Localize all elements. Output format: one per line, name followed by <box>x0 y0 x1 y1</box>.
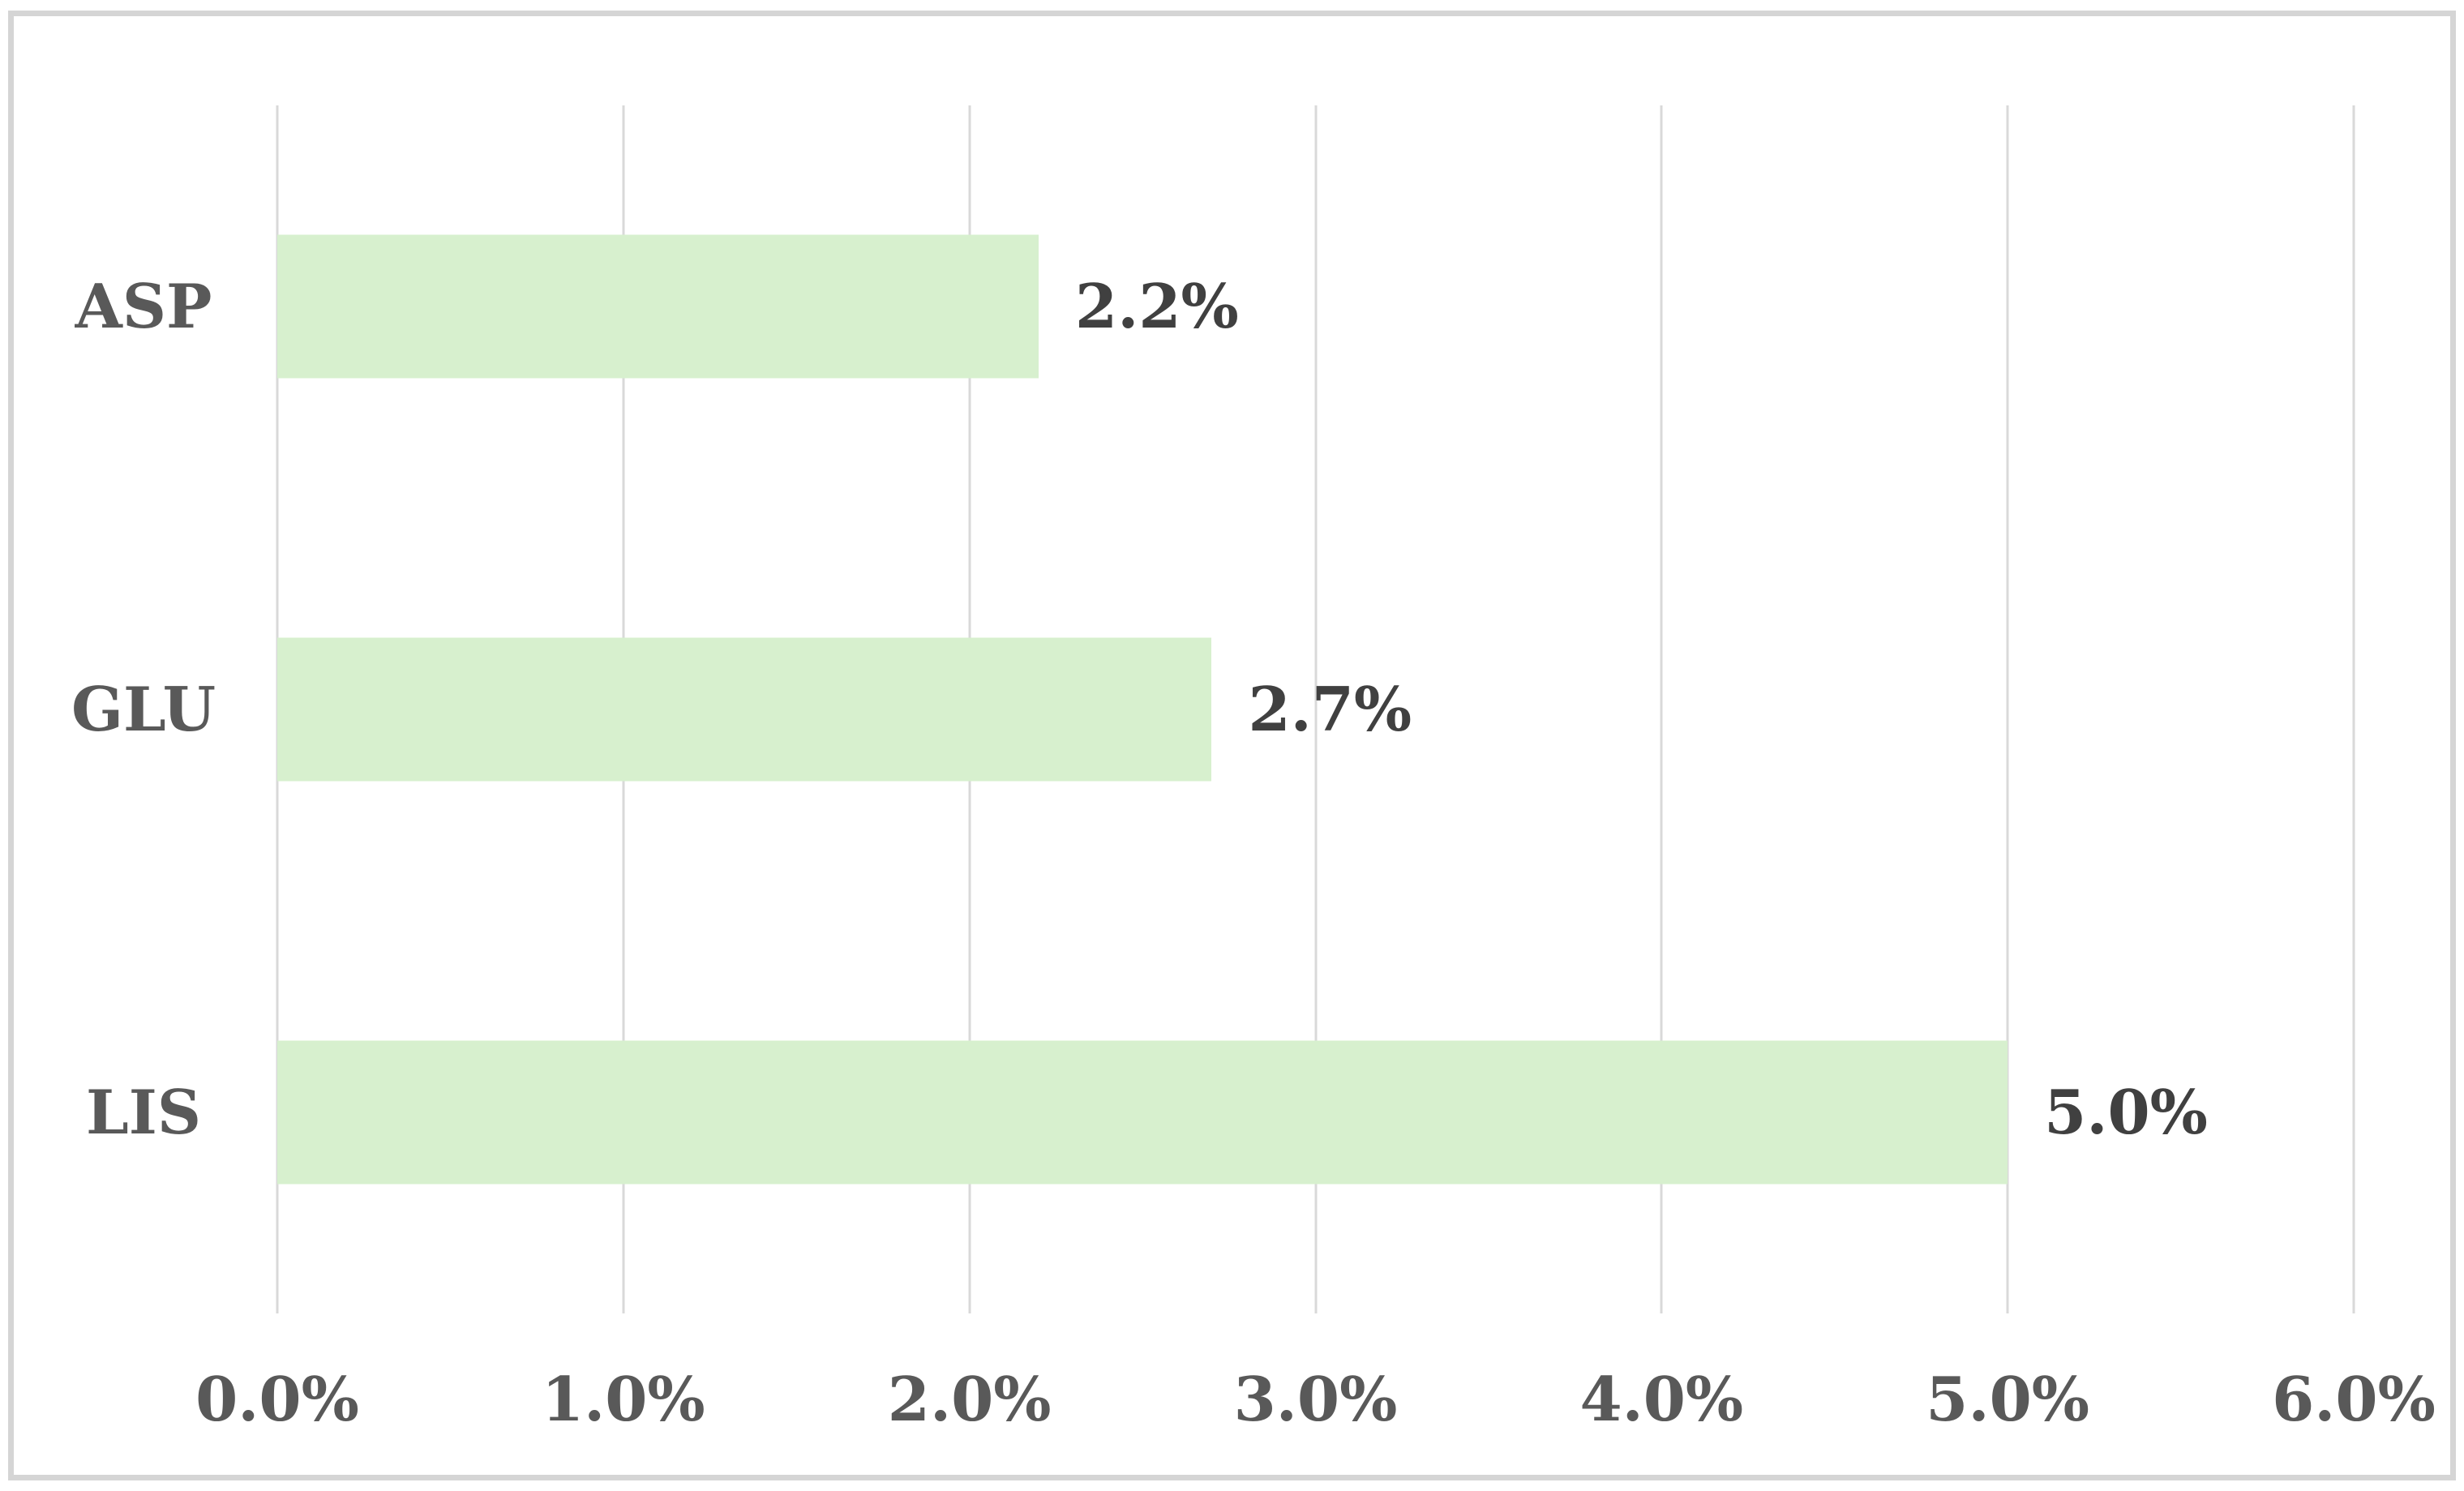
chart-frame: 0.0% 1.0% 2.0% 3.0% 4.0% 5.0% 6.0% ASP 2.2% GLU 2.… <box>8 11 2456 1480</box>
plot-area: 0.0% 1.0% 2.0% 3.0% 4.0% 5.0% 6.0% ASP 2.2% GLU 2.… <box>71 105 2436 1435</box>
x-tick-label: 6.0% <box>2272 1364 2436 1435</box>
category-label: GLU <box>71 673 216 745</box>
data-label: 2.7% <box>1248 673 1412 745</box>
gridline <box>1314 105 1317 1313</box>
category-label: LIS <box>86 1076 201 1148</box>
x-tick-label: 2.0% <box>887 1364 1052 1435</box>
x-tick-label: 4.0% <box>1579 1364 1744 1435</box>
x-tick-label: 1.0% <box>541 1364 705 1435</box>
gridline <box>2352 105 2355 1313</box>
x-tick-label: 0.0% <box>195 1364 359 1435</box>
bar-row: GLU 2.7% <box>71 508 2354 911</box>
bar <box>277 1040 2008 1185</box>
bar-row: ASP 2.2% <box>75 105 2354 508</box>
gridline <box>2006 105 2009 1313</box>
category-label: ASP <box>75 271 212 343</box>
data-label: 2.2% <box>1075 271 1239 343</box>
x-tick-label: 5.0% <box>1926 1364 2090 1435</box>
gridline <box>1660 105 1663 1313</box>
x-tick-label: 3.0% <box>1233 1364 1398 1435</box>
bar-row: LIS 5.0% <box>86 910 2354 1313</box>
bar <box>277 637 1212 782</box>
data-label: 5.0% <box>2044 1076 2208 1148</box>
bar <box>277 234 1039 379</box>
